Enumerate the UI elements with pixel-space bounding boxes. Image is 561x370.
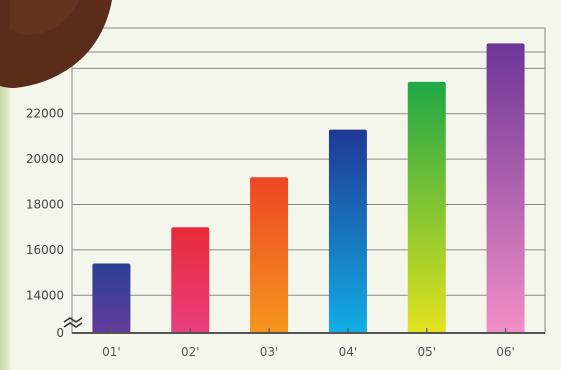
bar-3 — [250, 177, 289, 333]
bar-1 — [92, 263, 131, 333]
x-tick-label: 02' — [181, 345, 200, 359]
x-tick-label: 05' — [417, 345, 436, 359]
decorative-corner-shape — [0, 0, 112, 88]
y-tick-label: 16000 — [26, 243, 64, 257]
bars — [92, 43, 525, 333]
axes — [63, 27, 546, 334]
x-tick-label: 01' — [102, 345, 121, 359]
plot-frame — [71, 27, 546, 334]
axis-break-mark — [63, 317, 83, 328]
y-zero-label: 0 — [56, 326, 64, 340]
y-tick-label: 20000 — [26, 152, 64, 166]
axis-labels: 140001600018000200002200024000001'02'03'… — [26, 61, 515, 359]
bar-6 — [486, 43, 525, 333]
x-tick-label: 03' — [260, 345, 279, 359]
y-tick-label: 14000 — [26, 288, 64, 302]
grid-lines — [72, 51, 545, 296]
y-tick-label: 22000 — [26, 107, 64, 121]
page-border-strip — [0, 0, 10, 370]
x-tick-label: 04' — [339, 345, 358, 359]
bar-2 — [171, 227, 210, 333]
bar-4 — [328, 129, 367, 333]
bar-5 — [407, 81, 446, 333]
x-tick-label: 06' — [496, 345, 515, 359]
y-tick-label: 18000 — [26, 198, 64, 212]
